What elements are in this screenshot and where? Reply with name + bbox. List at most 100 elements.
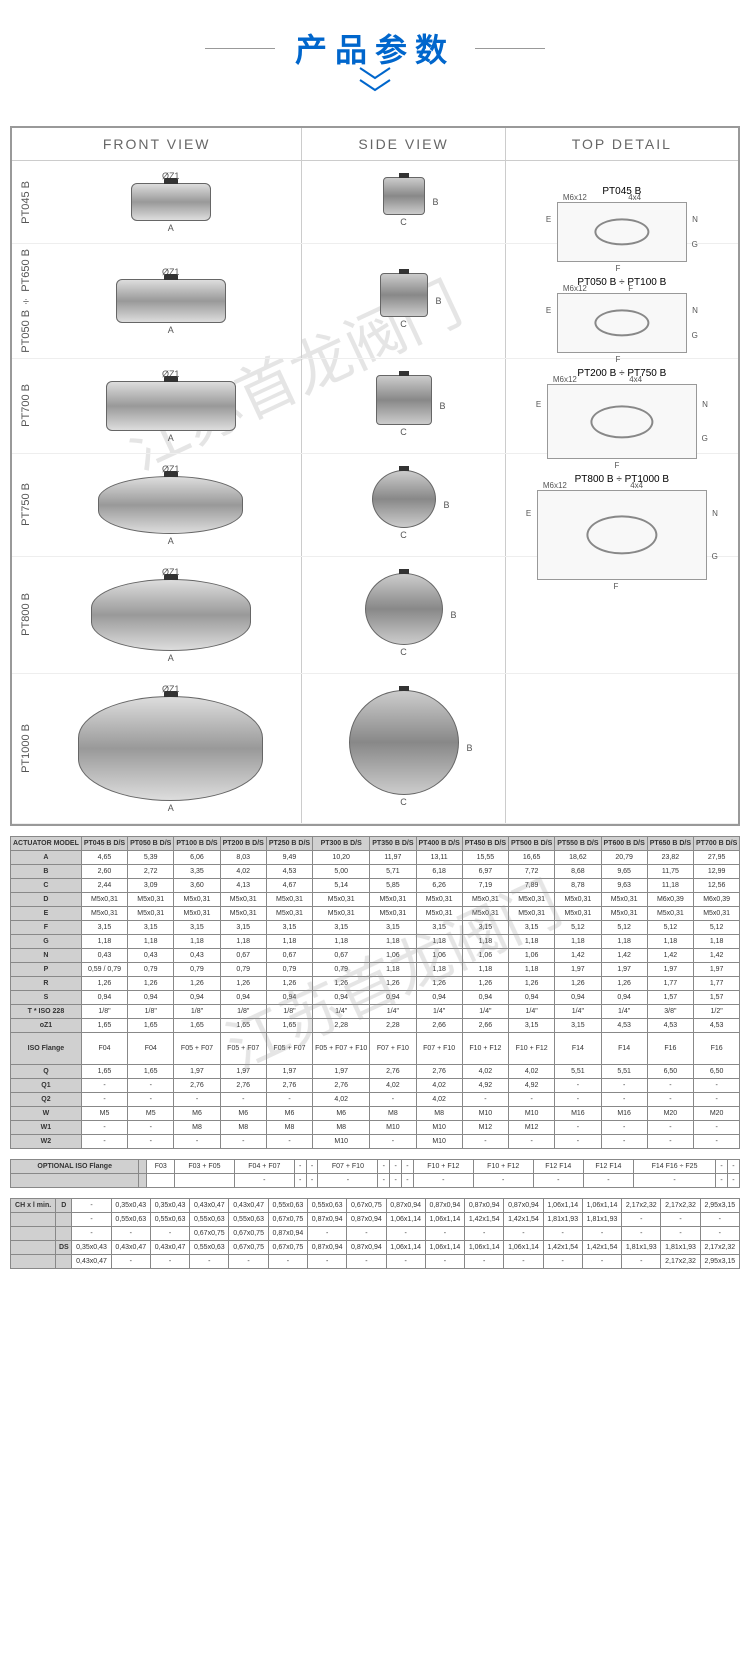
row-header: Q	[11, 1064, 82, 1078]
cell: -	[694, 1134, 740, 1148]
cell: 4,67	[266, 878, 312, 892]
cell: 0,55x0,63	[308, 1198, 347, 1212]
cell: F07 + F10	[370, 1032, 416, 1064]
ann: 4x4	[630, 481, 643, 490]
cell: 5,51	[601, 1064, 647, 1078]
cell: M8	[416, 1106, 462, 1120]
cell: M10	[462, 1106, 508, 1120]
cell: 1,26	[81, 976, 127, 990]
cell: M5x0,31	[555, 906, 601, 920]
cell: 8,03	[220, 850, 266, 864]
cell: M5x0,31	[266, 906, 312, 920]
cell: 1,06	[370, 948, 416, 962]
cell: 6,50	[647, 1064, 693, 1078]
cell: -	[111, 1254, 150, 1268]
dim-a: A	[168, 536, 174, 546]
cell: 0,67x0,75	[190, 1226, 229, 1240]
cell: 0,87x0,94	[465, 1198, 504, 1212]
cell: 1,42x1,54	[465, 1212, 504, 1226]
cell: 8,78	[555, 878, 601, 892]
cell: 7,19	[462, 878, 508, 892]
cell: -	[174, 1134, 220, 1148]
row-header: W1	[11, 1120, 82, 1134]
cell: 4,02	[416, 1078, 462, 1092]
cell: -	[533, 1173, 583, 1187]
cell: 5,71	[370, 864, 416, 878]
cell: 20,79	[601, 850, 647, 864]
cell: 0,35x0,43	[72, 1240, 111, 1254]
cell: 1,18	[647, 934, 693, 948]
cell: M5x0,31	[128, 906, 174, 920]
cell: -	[555, 1134, 601, 1148]
ann: E	[546, 306, 551, 315]
cell: -	[390, 1159, 402, 1173]
cell: 0,87x0,94	[308, 1212, 347, 1226]
col-header: PT500 B D/S	[509, 836, 555, 850]
cell: 3,15	[462, 920, 508, 934]
dim-a: A	[168, 803, 174, 813]
cell: 2,17x2,32	[661, 1254, 700, 1268]
cell: -	[555, 1120, 601, 1134]
dim-b: B	[440, 401, 446, 411]
row-header: D	[11, 892, 82, 906]
cell: 2,28	[313, 1018, 370, 1032]
cell: 3,15	[313, 920, 370, 934]
cell: 1,18	[266, 934, 312, 948]
cell: 2,76	[220, 1078, 266, 1092]
cell: -	[72, 1198, 111, 1212]
cell	[139, 1173, 147, 1187]
cell: -	[150, 1226, 189, 1240]
dim-c: C	[365, 647, 443, 657]
ann: G	[692, 240, 698, 249]
front-view: ØZ1 A	[40, 257, 301, 345]
cell: 1,97	[174, 1064, 220, 1078]
cell: 1,26	[509, 976, 555, 990]
model-rows: PT045 B ØZ1 A B C PT050 B ÷ PT650 B ØZ1 …	[12, 161, 738, 824]
cell: 0,94	[509, 990, 555, 1004]
cell: 0,55x0,63	[190, 1212, 229, 1226]
cell: F03 + F05	[175, 1159, 235, 1173]
cell: DS	[56, 1240, 72, 1254]
cell: 0,94	[370, 990, 416, 1004]
cell: 0,87x0,94	[347, 1212, 386, 1226]
cell: M5x0,31	[370, 892, 416, 906]
cell: 1,97	[555, 962, 601, 976]
cell: -	[716, 1173, 728, 1187]
cell: 1,06x1,14	[543, 1198, 582, 1212]
cell: 0,94	[174, 990, 220, 1004]
cell: 1/4"	[416, 1004, 462, 1018]
dim-c: C	[383, 217, 425, 227]
cell: -	[128, 1120, 174, 1134]
cell: -	[555, 1092, 601, 1106]
cell: F04	[128, 1032, 174, 1064]
cell: M5x0,31	[81, 906, 127, 920]
cell: 1,42	[555, 948, 601, 962]
ann: G	[702, 434, 708, 443]
ann: 4x4	[629, 375, 642, 384]
cell: -	[622, 1212, 661, 1226]
ann: F	[613, 582, 618, 591]
cell: 1,18	[313, 934, 370, 948]
cell: 1/4"	[509, 1004, 555, 1018]
actuator-side	[376, 375, 432, 425]
cell: 2,60	[81, 864, 127, 878]
col-header: PT200 B D/S	[220, 836, 266, 850]
col-header: PT100 B D/S	[174, 836, 220, 850]
cell: 0,43x0,47	[72, 1254, 111, 1268]
cell: 0,35x0,43	[150, 1198, 189, 1212]
cell: 1,06	[509, 948, 555, 962]
front-view-cell: PT750 B ØZ1 A	[12, 454, 302, 556]
cell: 2,44	[81, 878, 127, 892]
cell: 0,94	[416, 990, 462, 1004]
cell: M5x0,31	[462, 892, 508, 906]
cell: 0,67x0,75	[268, 1240, 307, 1254]
dim-c: C	[349, 797, 459, 807]
ann: F	[615, 264, 620, 273]
ann: N	[702, 400, 708, 409]
row-header: Q1	[11, 1078, 82, 1092]
cell	[56, 1226, 72, 1240]
cell: -	[402, 1159, 414, 1173]
cell: -	[462, 1134, 508, 1148]
actuator-side	[349, 690, 459, 795]
cell: M5x0,31	[601, 906, 647, 920]
